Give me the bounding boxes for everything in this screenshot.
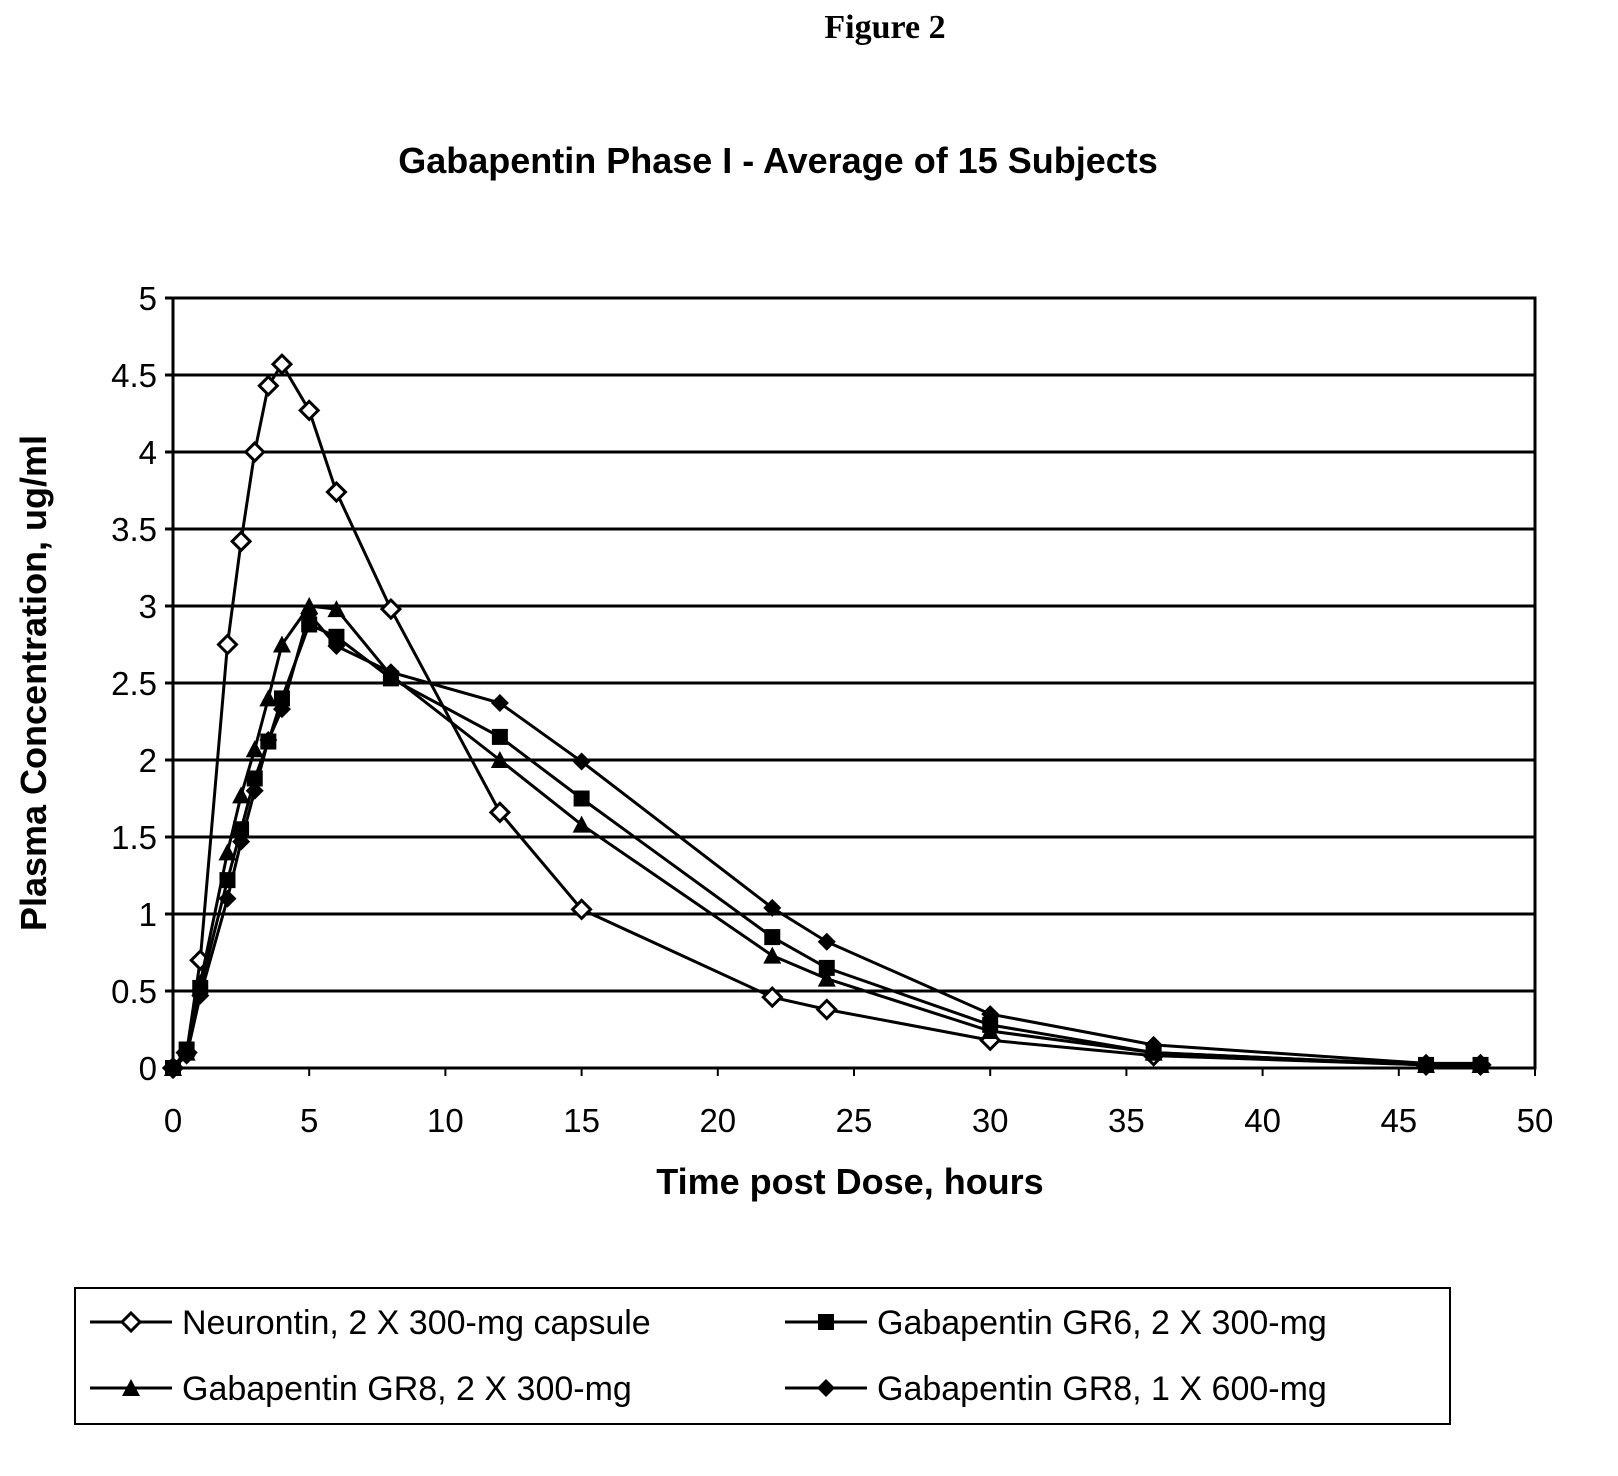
gridlines <box>165 298 1535 1076</box>
data-point <box>246 443 264 461</box>
legend-label: Gabapentin GR8, 2 X 300-mg <box>182 1370 632 1408</box>
x-tick-label: 25 <box>836 1102 873 1139</box>
x-tick-label: 35 <box>1108 1102 1145 1139</box>
legend-entries: Neurontin, 2 X 300-mg capsule Gabapentin … <box>90 1304 1327 1408</box>
x-tick-label: 10 <box>427 1102 464 1139</box>
y-tick-label: 1.5 <box>111 819 157 856</box>
data-point <box>818 1000 836 1018</box>
x-tick-label: 50 <box>1517 1102 1554 1139</box>
y-tick-label: 4.5 <box>111 357 157 394</box>
y-tick-label: 0.5 <box>111 973 157 1010</box>
y-axis-title: Plasma Concentration, ug/ml <box>13 435 54 931</box>
y-tick-labels: 0 0.5 1 1.5 2 2.5 3 3.5 4 4.5 5 <box>111 280 157 1087</box>
data-point <box>232 532 250 550</box>
data-point <box>273 355 291 373</box>
data-point <box>327 483 345 501</box>
y-tick-label: 0 <box>139 1050 157 1087</box>
y-tick-label: 2.5 <box>111 665 157 702</box>
y-tick-label: 1 <box>139 896 157 933</box>
y-tick-label: 3 <box>139 588 157 625</box>
x-tick-label: 5 <box>300 1102 318 1139</box>
data-point <box>763 947 781 964</box>
legend-label: Neurontin, 2 X 300-mg capsule <box>182 1304 651 1342</box>
data-point <box>232 786 250 803</box>
legend-marker <box>122 1313 140 1331</box>
data-point <box>574 791 590 807</box>
legend-label: Gabapentin GR8, 1 X 600-mg <box>877 1370 1327 1408</box>
chart-title: Gabapentin Phase I - Average of 15 Subje… <box>398 140 1158 181</box>
x-tick-label: 30 <box>972 1102 1009 1139</box>
x-tick-labels: 0 5 10 15 20 25 30 35 40 45 50 <box>164 1102 1554 1139</box>
legend-item: Neurontin, 2 X 300-mg capsule <box>90 1304 651 1342</box>
legend-marker <box>818 1314 834 1330</box>
x-axis-title: Time post Dose, hours <box>656 1161 1043 1202</box>
figure-label: Figure 2 <box>824 9 945 46</box>
data-point <box>300 401 318 419</box>
legend-item: Gabapentin GR8, 2 X 300-mg <box>90 1370 632 1408</box>
x-tick-label: 40 <box>1244 1102 1281 1139</box>
data-point <box>218 636 236 654</box>
x-tick-label: 0 <box>164 1102 182 1139</box>
legend-item: Gabapentin GR6, 2 X 300-mg <box>785 1304 1327 1342</box>
legend-label: Gabapentin GR6, 2 X 300-mg <box>877 1304 1327 1342</box>
data-point <box>492 729 508 745</box>
legend-item: Gabapentin GR8, 1 X 600-mg <box>785 1370 1327 1408</box>
legend-marker <box>817 1379 835 1397</box>
y-tick-label: 5 <box>139 280 157 317</box>
x-tick-label: 20 <box>699 1102 736 1139</box>
y-tick-label: 4 <box>139 434 157 471</box>
data-point <box>259 377 277 395</box>
data-point <box>764 929 780 945</box>
x-tick-label: 15 <box>563 1102 600 1139</box>
x-tick-label: 45 <box>1380 1102 1417 1139</box>
y-tick-label: 2 <box>139 742 157 779</box>
data-point <box>818 933 836 951</box>
data-point <box>382 600 400 618</box>
y-tick-label: 3.5 <box>111 511 157 548</box>
series-group <box>164 355 1490 1077</box>
